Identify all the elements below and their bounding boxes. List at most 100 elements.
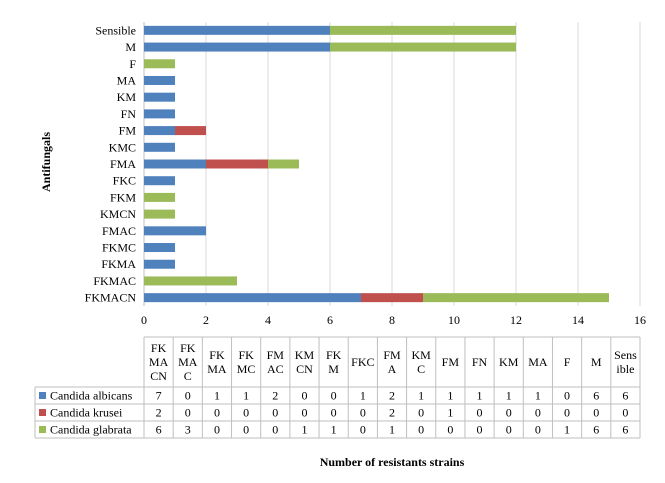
bar-segment — [144, 243, 175, 253]
x-tick-label: 16 — [634, 313, 646, 327]
table-value-cell: 0 — [331, 389, 337, 403]
table-header-cell: KM — [499, 355, 519, 369]
table-value-cell: 0 — [243, 406, 249, 420]
table-value-cell: 0 — [418, 423, 424, 437]
category-label: FKC — [113, 174, 136, 188]
category-label: Sensible — [95, 23, 136, 37]
x-tick-label: 4 — [265, 313, 271, 327]
table-value-cell: 0 — [535, 423, 541, 437]
category-label: FMAC — [102, 224, 136, 238]
category-label: FM — [119, 124, 137, 138]
table-value-cell: 1 — [214, 389, 220, 403]
gridlines — [143, 22, 641, 306]
bar-segment — [330, 42, 516, 52]
bars — [144, 25, 609, 303]
bar-segment — [268, 159, 299, 169]
bar-segment — [144, 75, 175, 85]
category-label: F — [129, 57, 136, 71]
bar-segment — [144, 59, 175, 69]
bar-segment — [361, 293, 423, 303]
bar-segment — [144, 276, 237, 286]
x-tick-label: 0 — [141, 313, 147, 327]
table-value-cell: 0 — [564, 389, 570, 403]
table-value-cell: 1 — [301, 423, 307, 437]
bar-segment — [144, 293, 361, 303]
table-header-cell: FM A — [383, 348, 401, 376]
table-value-cell: 0 — [243, 423, 249, 437]
table-value-cell: 1 — [331, 423, 337, 437]
table-header-cell: FM — [442, 355, 460, 369]
table-value-cell: 0 — [272, 423, 278, 437]
table-value-cell: 1 — [447, 406, 453, 420]
table-value-cell: 6 — [622, 423, 628, 437]
table-header-cell: FK MA — [207, 348, 227, 376]
x-tick-label: 8 — [389, 313, 395, 327]
table-header-cell: KM CN — [295, 348, 315, 376]
table-value-cell: 0 — [564, 406, 570, 420]
bar-segment — [330, 25, 516, 35]
bar-segment — [144, 159, 206, 169]
category-label: FN — [121, 107, 137, 121]
category-label: KMC — [109, 140, 136, 154]
table-header-cell: F — [564, 355, 571, 369]
table-value-cell: 0 — [506, 406, 512, 420]
bar-segment — [144, 209, 175, 219]
table-value-cell: 0 — [360, 406, 366, 420]
table-value-cell: 0 — [301, 389, 307, 403]
category-label: FKMAC — [93, 274, 136, 288]
category-label: M — [125, 40, 136, 54]
table-header-cell: FK M — [326, 348, 342, 376]
table-value-cell: 2 — [156, 406, 162, 420]
x-tick-label: 2 — [203, 313, 209, 327]
table-value-cell: 2 — [272, 389, 278, 403]
category-label: FKMA — [101, 257, 136, 271]
table-header-cell: FN — [472, 355, 488, 369]
legend-label: Candida albicans — [50, 389, 133, 403]
table-value-cell: 1 — [389, 423, 395, 437]
table-header-cell: FKC — [351, 355, 374, 369]
table-value-cell: 1 — [447, 389, 453, 403]
table-value-cell: 0 — [331, 406, 337, 420]
table-value-cell: 1 — [506, 389, 512, 403]
table-header-cell: FK MC — [237, 348, 256, 376]
x-tick-labels: 0 2 4 6 8 10 12 14 16 — [141, 313, 646, 327]
table-value-cell: 1 — [243, 389, 249, 403]
table-value-cell: 0 — [185, 389, 191, 403]
table-value-cell: 1 — [477, 389, 483, 403]
table-header-cell: FK MA C — [178, 341, 198, 383]
table-value-cell: 0 — [477, 423, 483, 437]
table-value-cell: 0 — [447, 423, 453, 437]
legend-swatch — [39, 409, 46, 416]
table-value-cell: 0 — [272, 406, 278, 420]
table-value-cell: 0 — [214, 423, 220, 437]
table-value-cell: 2 — [389, 389, 395, 403]
bar-segment — [144, 226, 206, 236]
table-value-cell: 1 — [535, 389, 541, 403]
category-label: KMCN — [100, 207, 136, 221]
table-value-cell: 0 — [506, 423, 512, 437]
bar-segment — [144, 142, 175, 152]
table-value-cell: 0 — [418, 406, 424, 420]
bar-segment — [206, 159, 268, 169]
bar-segment — [144, 192, 175, 202]
bar-segment — [144, 92, 175, 102]
table-value-cell: 0 — [622, 406, 628, 420]
bar-segment — [144, 25, 330, 35]
table-value-cell: 7 — [156, 389, 162, 403]
table-header-cell: M — [591, 355, 602, 369]
table-value-cell: 6 — [593, 423, 599, 437]
table-value-cell: 0 — [185, 406, 191, 420]
x-tick-label: 14 — [572, 313, 584, 327]
table-value-cell: 1 — [360, 389, 366, 403]
table-header-cell: FK MA CN — [149, 341, 169, 383]
table-value-cell: 6 — [593, 389, 599, 403]
table-value-cell: 1 — [418, 389, 424, 403]
table-header-cell: Sens ible — [614, 348, 637, 376]
x-axis-label: Number of resistants strains — [320, 455, 465, 469]
table-header-cell: MA — [528, 355, 548, 369]
table-header-cell: FM AC — [267, 348, 285, 376]
bar-segment — [144, 259, 175, 269]
category-label: KM — [117, 90, 137, 104]
bar-segment — [144, 176, 175, 186]
